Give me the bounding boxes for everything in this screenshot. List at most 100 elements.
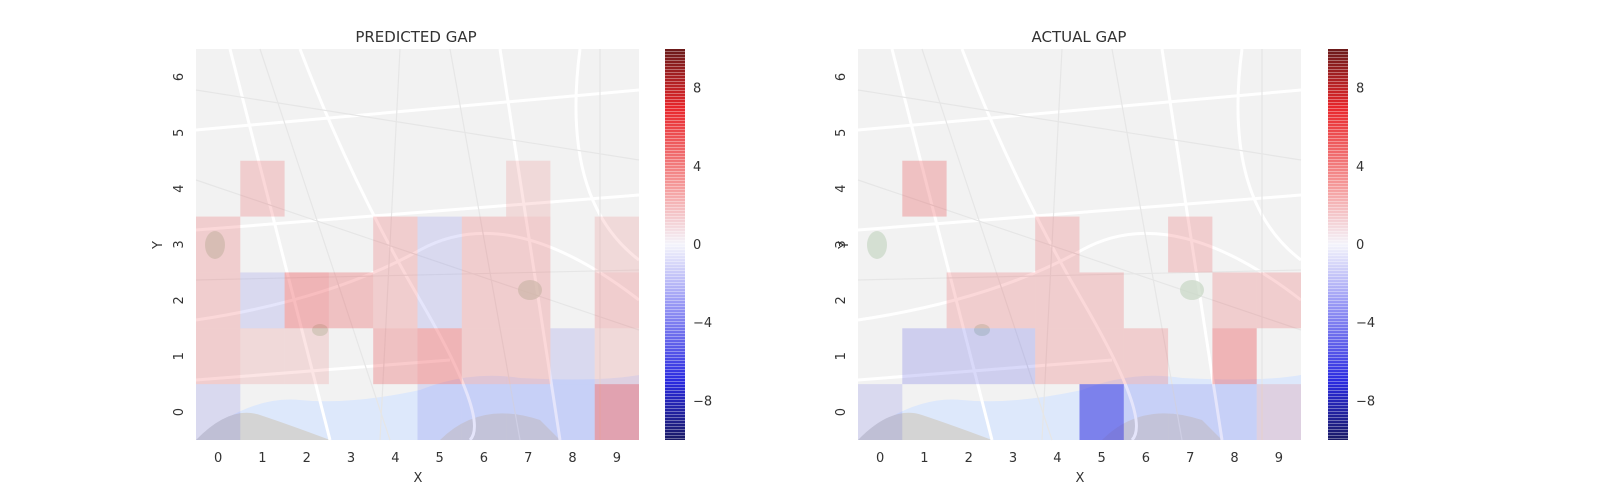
- colorbar-tick-label: 0: [1356, 238, 1364, 253]
- x-tick-label: 7: [524, 451, 532, 466]
- x-tick-label: 6: [1142, 451, 1150, 466]
- heatmap-cell: [373, 272, 418, 329]
- heatmap-cell: [902, 160, 947, 217]
- y-tick-label: 5: [834, 129, 849, 137]
- heatmap-cells-actual: [858, 160, 1301, 440]
- heatmap-cell: [1123, 384, 1169, 440]
- x-tick-label: 0: [214, 451, 222, 466]
- heatmap-cell: [506, 216, 551, 273]
- y-tick-label: 0: [172, 408, 187, 416]
- y-tick-labels-actual: 0 1 2 3 4 5 6: [834, 73, 849, 416]
- heatmap-cell: [461, 384, 507, 440]
- heatmap-cell: [990, 272, 1036, 329]
- heatmap-cell: [284, 272, 329, 329]
- y-tick-label: 1: [834, 352, 849, 360]
- colorbar-tick-labels-predicted: 8 4 0 −4 −8: [693, 82, 712, 410]
- heatmap-cell: [1212, 384, 1257, 440]
- heatmap-cell: [417, 272, 462, 329]
- y-tick-label: 3: [834, 240, 849, 248]
- x-tick-label: 4: [1053, 451, 1061, 466]
- y-axis-label-actual: Y: [837, 241, 852, 250]
- heatmap-cell: [1079, 272, 1124, 329]
- x-axis-label-predicted: X: [414, 471, 423, 486]
- y-tick-label: 4: [172, 184, 187, 192]
- x-tick-label: 6: [480, 451, 488, 466]
- heatmap-cell: [946, 328, 991, 385]
- colorbar-tick-label: −4: [693, 316, 712, 331]
- heatmap-cell: [1035, 328, 1080, 385]
- heatmap-cell: [373, 328, 418, 385]
- x-tick-label: 3: [347, 451, 355, 466]
- panel-predicted: PREDICTED GAP: [151, 28, 712, 486]
- heatmap-cell: [196, 216, 241, 273]
- heatmap-cell: [461, 216, 507, 273]
- colorbar-tick-label: 4: [1356, 160, 1364, 175]
- heatmap-cell: [196, 384, 241, 440]
- x-tick-label: 2: [303, 451, 311, 466]
- heatmap-cell: [284, 328, 329, 385]
- x-axis-label-actual: X: [1076, 471, 1085, 486]
- x-tick-label: 9: [613, 451, 621, 466]
- x-tick-labels-predicted: 0 1 2 3 4 5 6 7 8 9: [214, 451, 621, 466]
- heatmap-cell: [1256, 272, 1301, 329]
- x-tick-labels-actual: 0 1 2 3 4 5 6 7 8 9: [876, 451, 1283, 466]
- heatmap-cell: [417, 328, 462, 385]
- y-axis-label-predicted: Y: [151, 241, 166, 250]
- heatmap-cell: [902, 328, 947, 385]
- heatmap-cell: [1168, 384, 1213, 440]
- y-tick-label: 1: [172, 352, 187, 360]
- y-tick-label: 3: [172, 240, 187, 248]
- heatmap-cell: [240, 272, 285, 329]
- heatmap-cell: [240, 328, 285, 385]
- heatmap-cell: [594, 384, 639, 440]
- y-tick-label: 6: [834, 73, 849, 81]
- heatmap-cell: [373, 216, 418, 273]
- heatmap-cell: [594, 216, 639, 273]
- x-tick-label: 4: [391, 451, 399, 466]
- y-tick-label: 2: [172, 296, 187, 304]
- colorbar-tick-label: 4: [693, 160, 701, 175]
- colorbar-tick-labels-actual: 8 4 0 −4 −8: [1356, 82, 1375, 410]
- heatmap-cell: [240, 160, 285, 217]
- chart-title-actual: ACTUAL GAP: [1032, 28, 1127, 46]
- chart-title-predicted: PREDICTED GAP: [355, 28, 476, 46]
- heatmap-cell: [506, 328, 551, 385]
- map-background-predicted: [195, 48, 640, 442]
- x-tick-label: 5: [1098, 451, 1106, 466]
- heatmap-cell: [417, 216, 462, 273]
- colorbar-tick-label: −8: [693, 394, 712, 409]
- y-tick-label: 0: [834, 408, 849, 416]
- heatmap-cell: [858, 384, 903, 440]
- heatmap-cell: [1079, 384, 1124, 440]
- x-tick-label: 1: [920, 451, 928, 466]
- colorbar-tick-label: 0: [693, 238, 701, 253]
- y-tick-label: 4: [834, 184, 849, 192]
- heatmap-cell: [550, 328, 595, 385]
- colorbar-tick-label: 8: [1356, 82, 1364, 97]
- heatmap-cells-predicted: [196, 160, 639, 440]
- y-tick-label: 2: [834, 296, 849, 304]
- y-tick-label: 6: [172, 73, 187, 81]
- x-tick-label: 7: [1186, 451, 1194, 466]
- colorbar-predicted: 8 4 0 −4 −8: [665, 49, 712, 440]
- heatmap-cell: [506, 160, 551, 217]
- heatmap-cell: [1256, 384, 1301, 440]
- heatmap-cell: [461, 272, 507, 329]
- colorbar-tick-label: −8: [1356, 394, 1375, 409]
- heatmap-cell: [550, 384, 595, 440]
- x-tick-label: 0: [876, 451, 884, 466]
- colorbar-actual: 8 4 0 −4 −8: [1328, 49, 1375, 440]
- colorbar-tick-label: 8: [693, 82, 701, 97]
- panel-actual: ACTUAL GAP: [834, 28, 1375, 486]
- heatmap-cell: [990, 328, 1036, 385]
- x-tick-label: 2: [965, 451, 973, 466]
- heatmap-cell: [461, 328, 507, 385]
- x-tick-label: 9: [1275, 451, 1283, 466]
- x-tick-label: 8: [568, 451, 576, 466]
- heatmap-cell: [594, 272, 639, 329]
- heatmap-cell: [196, 272, 241, 329]
- heatmap-cell: [506, 384, 551, 440]
- heatmap-cell: [328, 272, 374, 329]
- x-tick-label: 1: [258, 451, 266, 466]
- heatmap-cell: [594, 328, 639, 385]
